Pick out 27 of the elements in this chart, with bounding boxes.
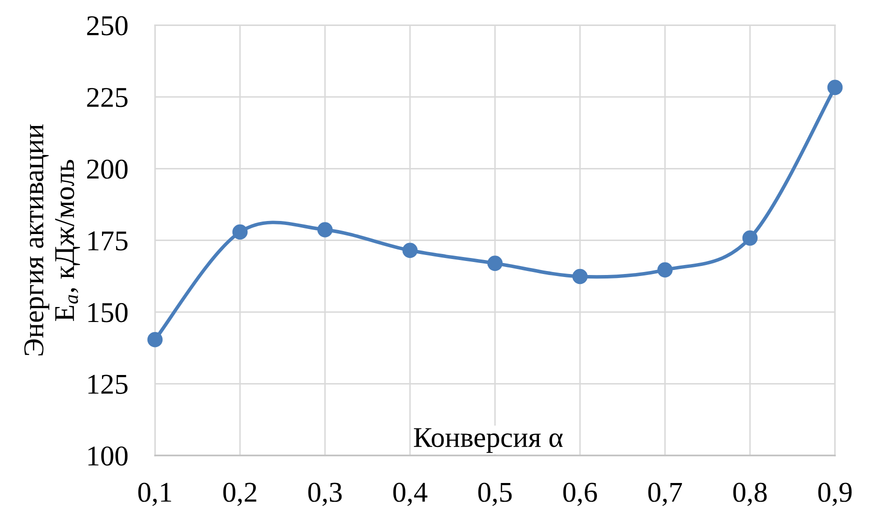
x-tick-label: 0,3	[308, 482, 342, 506]
point	[487, 256, 503, 271]
point	[827, 80, 843, 96]
x-tick-label: 0,2	[223, 482, 256, 506]
point	[657, 262, 673, 278]
point	[402, 242, 418, 258]
y-tick-label: 100	[88, 446, 128, 466]
point	[232, 224, 248, 240]
y-tick-label: 200	[87, 160, 128, 179]
point	[572, 268, 588, 284]
y-tick-label: 175	[88, 231, 128, 251]
x-tick-label: 0,8	[733, 482, 767, 506]
point	[742, 230, 758, 246]
x-tick-label: 0,9	[818, 482, 852, 506]
x-tick-label: 0,4	[393, 482, 428, 506]
x-tick-label: 0,5	[478, 482, 512, 506]
x-tick-label: 0,6	[563, 482, 597, 506]
x-tick-label: 0,7	[648, 482, 682, 506]
y-tick-label: 150	[88, 303, 128, 322]
y-tick-label: 250	[87, 16, 128, 36]
point	[147, 332, 163, 348]
x-tick-label: 0,1	[138, 482, 172, 506]
x-axis-title: Конверсия α	[414, 428, 563, 453]
point	[317, 222, 333, 238]
y-tick-label: 125	[88, 374, 128, 394]
y-tick-label: 225	[87, 88, 128, 108]
y-axis-title: Энергия активации E$_{a}$, кДж/моль	[24, 124, 80, 356]
